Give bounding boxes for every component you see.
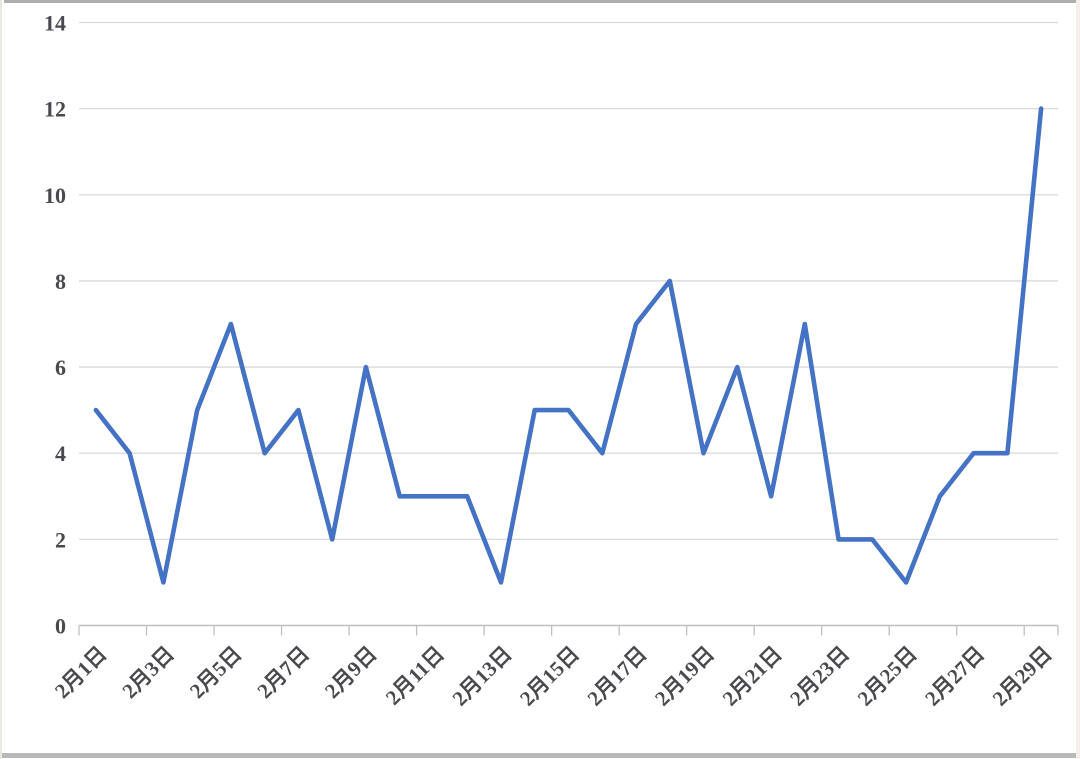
y-tick-label: 14 [44,11,66,36]
x-tick-label: 2月27日 [920,642,989,711]
x-tick-label: 2月17日 [583,642,652,711]
photo-edge-left [0,0,2,759]
y-tick-label: 10 [44,183,66,208]
y-tick-label: 4 [55,441,66,466]
photo-edge-top [4,0,1076,3]
photo-edge-right [1076,0,1080,759]
x-tick-label: 2月21日 [718,642,787,711]
x-tick-label: 2月1日 [50,642,112,704]
x-tick-label: 2月13日 [448,642,517,711]
x-tick-label: 2月23日 [785,642,854,711]
x-tick-label: 2月9日 [320,642,382,704]
x-tick-label: 2月15日 [515,642,584,711]
y-tick-label: 8 [55,269,66,294]
x-tick-label: 2月29日 [988,642,1057,711]
photo-edge-bottom [0,753,1080,758]
y-tick-label: 0 [55,614,66,639]
x-tick-label: 2月19日 [650,642,719,711]
x-tick-label: 2月25日 [853,642,922,711]
x-tick-label: 2月5日 [185,642,247,704]
data-line-series [93,106,1044,585]
x-tick-label: 2月3日 [117,642,179,704]
y-tick-label: 6 [55,355,66,380]
y-tick-label: 12 [44,97,66,122]
y-tick-label: 2 [55,527,66,552]
x-tick-label: 2月7日 [252,642,314,704]
x-tick-label: 2月11日 [381,642,449,710]
